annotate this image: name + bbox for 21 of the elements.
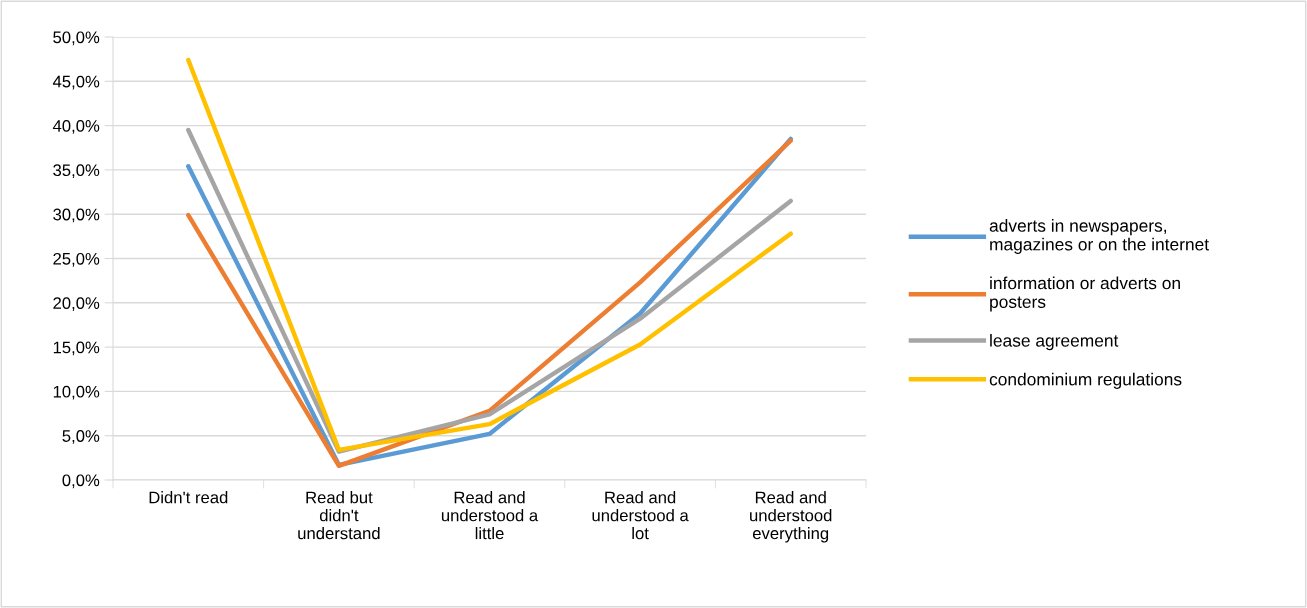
line-series: [186, 57, 793, 453]
y-tick-label: 0,0%: [62, 474, 100, 489]
y-tick-label: 20,0%: [53, 297, 100, 311]
x-tick-label: Read and understood a little: [441, 491, 539, 540]
y-tick-label: 45,0%: [52, 75, 100, 90]
y-tick-label: 5,0%: [62, 430, 100, 444]
y-tick-label: 40,0%: [52, 120, 100, 134]
y-tick-label: 50,0%: [53, 31, 100, 46]
x-tick-label: Didn't read: [149, 491, 228, 504]
x-tick-label: Read but didn't understand: [298, 491, 380, 540]
y-tick-label: 35,0%: [53, 164, 100, 179]
legend-label: condominium regulations: [989, 372, 1182, 389]
legend-label: lease agreement: [990, 333, 1119, 351]
x-tick-label: Read and understood a lot: [592, 491, 689, 540]
legend-label: adverts in newspapers, magazines or on the internet: [989, 219, 1209, 254]
legend-label: information or adverts on posters: [990, 276, 1180, 312]
y-tick-label: 30,0%: [53, 208, 100, 223]
y-tick-label: 25,0%: [53, 252, 100, 267]
y-tick-label: 15,0%: [53, 341, 100, 356]
x-tick-label: Read and understood everything: [750, 491, 832, 543]
y-tick-label: 10,0%: [53, 385, 100, 400]
